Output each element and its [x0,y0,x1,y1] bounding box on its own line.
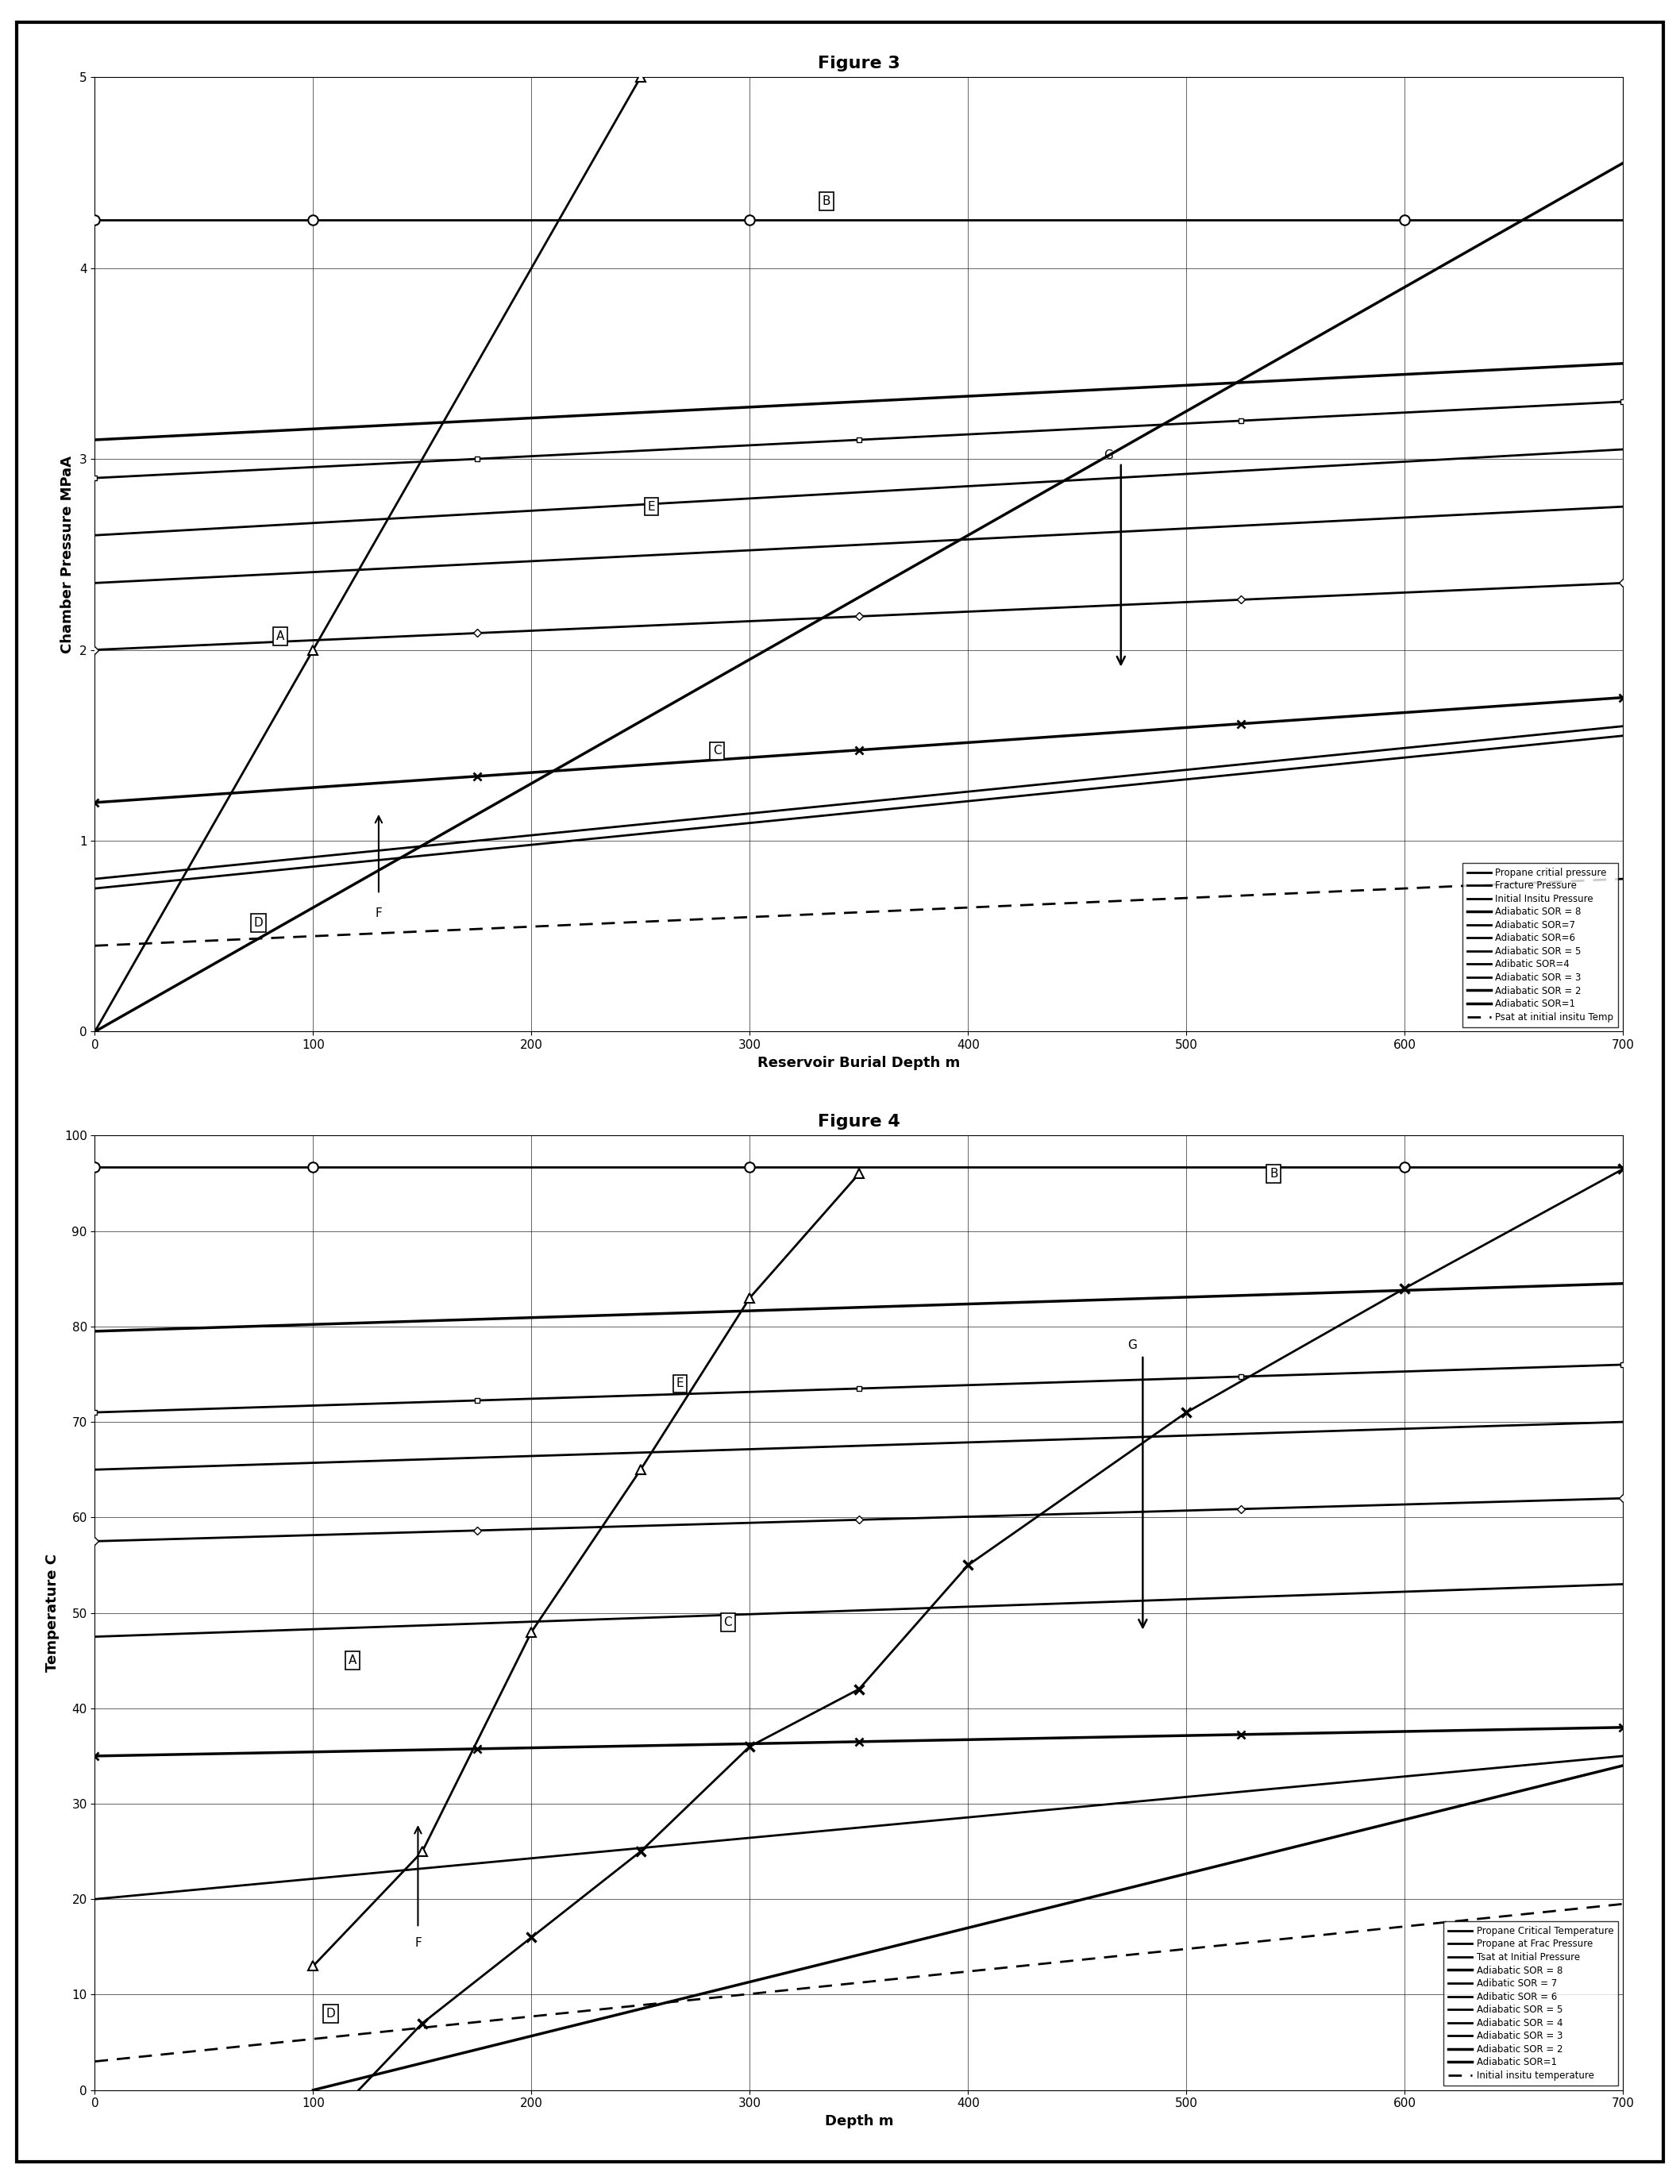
Text: B: B [822,194,830,207]
Fracture Pressure [630,63,650,90]
Propane at Frac Pressure [412,1839,432,1865]
Text: D: D [254,917,264,928]
Fracture Pressure [302,638,323,664]
Text: C: C [724,1616,732,1629]
Fracture Pressure [84,1018,104,1044]
Tsat at Initial Pressure [630,1839,650,1865]
Text: G: G [1104,450,1112,461]
Line: Tsat at Initial Pressure: Tsat at Initial Pressure [312,1168,1623,2138]
Tsat at Initial Pressure [1394,1275,1415,1302]
Tsat at Initial Pressure [412,2009,432,2035]
Propane at Frac Pressure [848,1160,869,1186]
Propane critial pressure [84,207,104,234]
Y-axis label: Temperature C: Temperature C [45,1553,60,1673]
Legend: Propane Critical Temperature, Propane at Frac Pressure, Tsat at Initial Pressure: Propane Critical Temperature, Propane at… [1443,1922,1618,2086]
Tsat at Initial Pressure [1176,1400,1196,1426]
Text: F: F [415,1937,422,1950]
Line: Fracture Pressure: Fracture Pressure [94,76,640,1031]
Text: E: E [648,500,655,513]
Fracture Pressure [521,256,541,282]
Text: F: F [375,909,381,919]
Tsat at Initial Pressure [958,1553,978,1579]
Tsat at Initial Pressure [739,1734,759,1760]
Text: C: C [712,745,721,758]
Text: D: D [326,2007,336,2020]
Text: E: E [675,1378,684,1389]
Tsat at Initial Pressure [302,2125,323,2151]
Propane at Frac Pressure [630,1457,650,1483]
Title: Figure 4: Figure 4 [818,1114,900,1129]
Text: A: A [348,1655,356,1666]
Propane critial pressure [87,207,108,234]
Propane at Frac Pressure [739,1284,759,1310]
Line: Propane at Frac Pressure: Propane at Frac Pressure [312,1173,858,1966]
Propane at Frac Pressure [521,1618,541,1645]
Propane Critical Temperature [84,1153,104,1179]
Y-axis label: Chamber Pressure MPaA: Chamber Pressure MPaA [60,456,76,653]
Legend: Propane critial pressure, Fracture Pressure, Initial Insitu Pressure, Adiabatic : Propane critial pressure, Fracture Press… [1463,863,1618,1026]
Title: Figure 3: Figure 3 [818,55,900,72]
Propane Critical Temperature [87,1153,108,1179]
Text: A: A [276,631,284,642]
Tsat at Initial Pressure [521,1924,541,1950]
X-axis label: Reservoir Burial Depth m: Reservoir Burial Depth m [758,1055,961,1070]
Tsat at Initial Pressure [848,1675,869,1701]
X-axis label: Depth m: Depth m [825,2114,894,2129]
Tsat at Initial Pressure [1613,1155,1633,1182]
Text: B: B [1270,1168,1278,1179]
Propane at Frac Pressure [302,1952,323,1979]
Text: G: G [1127,1339,1137,1352]
